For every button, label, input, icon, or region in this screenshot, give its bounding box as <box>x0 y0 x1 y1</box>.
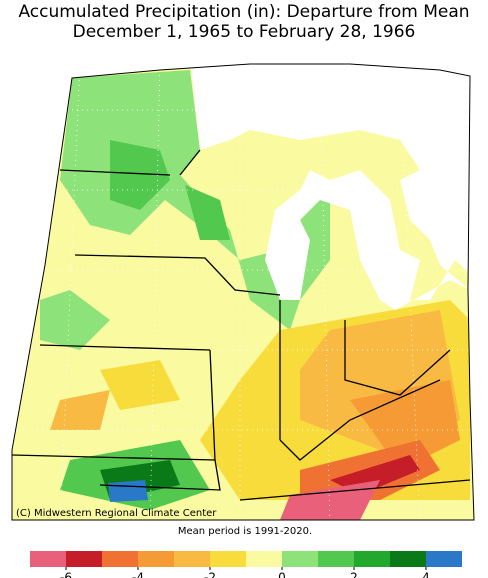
legend: -6 -4 -2 0 2 4 <box>30 551 462 578</box>
title-line: December 1, 1965 to February 28, 1966 <box>73 22 416 42</box>
legend-swatch <box>390 551 426 567</box>
legend-swatch <box>102 551 138 567</box>
legend-swatch <box>210 551 246 567</box>
legend-tick-label: -2 <box>204 571 216 578</box>
legend-tick-label: -4 <box>132 571 144 578</box>
legend-swatch <box>282 551 318 567</box>
legend-tick-label: 0 <box>278 571 286 578</box>
legend-swatch <box>246 551 282 567</box>
legend-swatch <box>426 551 462 567</box>
legend-swatch <box>30 551 66 567</box>
credit: (C) Midwestern Regional Climate Center <box>16 508 217 519</box>
mean-note: Mean period is 1991-2020. <box>178 526 312 537</box>
legend-swatch <box>174 551 210 567</box>
title-line: Accumulated Precipitation (in): Departur… <box>18 2 469 22</box>
legend-swatch <box>138 551 174 567</box>
legend-tick-label: 2 <box>350 571 358 578</box>
map <box>11 63 475 521</box>
legend-swatch <box>66 551 102 567</box>
legend-swatch <box>318 551 354 567</box>
legend-tick-label: -6 <box>60 571 72 578</box>
legend-tick-label: 4 <box>422 571 430 578</box>
legend-swatch <box>354 551 390 567</box>
